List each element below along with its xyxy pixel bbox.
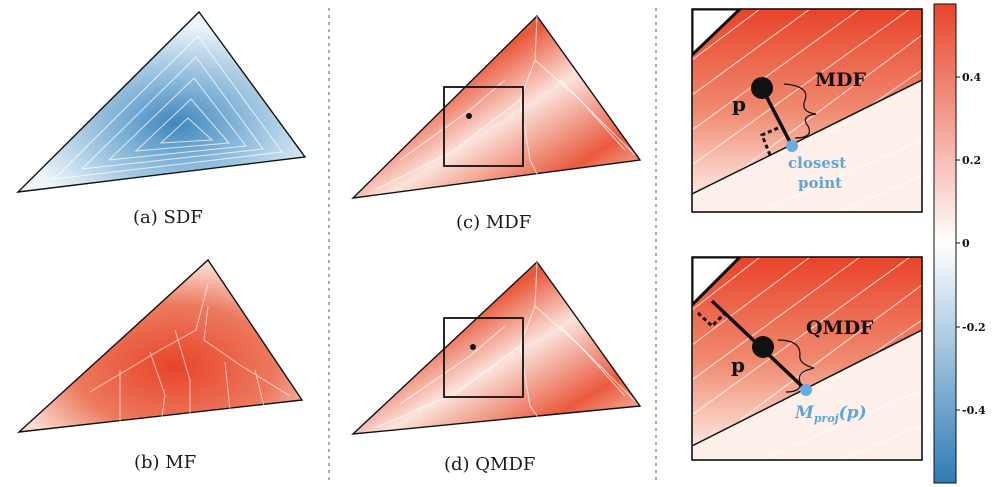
projection-base: M — [794, 403, 815, 423]
sdf-panel — [16, 10, 307, 193]
colorbar-tick: -0.2 — [962, 321, 986, 334]
zoom-box-mdf — [443, 86, 524, 167]
point-p-marker — [752, 336, 774, 358]
colorbar-gradient — [933, 3, 957, 484]
colorbar-tick: -0.4 — [962, 404, 986, 417]
colorbar-tick: 0.2 — [962, 154, 981, 167]
query-point-mdf — [466, 113, 472, 119]
query-point-qmdf — [470, 344, 476, 350]
projection-point-marker — [800, 384, 812, 396]
qmdf-panel — [351, 260, 642, 435]
mdf-panel — [351, 14, 642, 199]
zoom-panel-mdf: p MDF closest point — [691, 8, 923, 213]
colorbar-tick: 0.4 — [962, 71, 981, 84]
qmdf-label: QMDF — [806, 317, 874, 339]
caption-mdf: (c) MDF — [456, 212, 532, 233]
caption-mf: (b) MF — [134, 452, 197, 473]
zoom-panel-qmdf: p QMDF Mproj(p) — [691, 256, 923, 461]
caption-sdf: (a) SDF — [133, 207, 203, 228]
zoom-box-qmdf — [443, 317, 524, 398]
point-label: p — [732, 92, 746, 116]
projection-label: Mproj(p) — [794, 403, 867, 425]
colorbar: 0.4 0.2 0 -0.2 -0.4 — [933, 3, 986, 484]
closest-label-2: point — [798, 174, 842, 192]
closest-label-1: closest — [788, 154, 846, 172]
projection-subscript: proj — [814, 412, 839, 425]
point-label: p — [731, 353, 745, 377]
point-p-marker — [751, 77, 773, 99]
mf-panel — [16, 258, 304, 433]
mdf-label: MDF — [815, 69, 867, 91]
colorbar-tick: 0 — [962, 237, 970, 250]
closest-point-marker — [786, 140, 798, 152]
caption-qmdf: (d) QMDF — [444, 454, 536, 475]
projection-argument: (p) — [839, 403, 867, 423]
